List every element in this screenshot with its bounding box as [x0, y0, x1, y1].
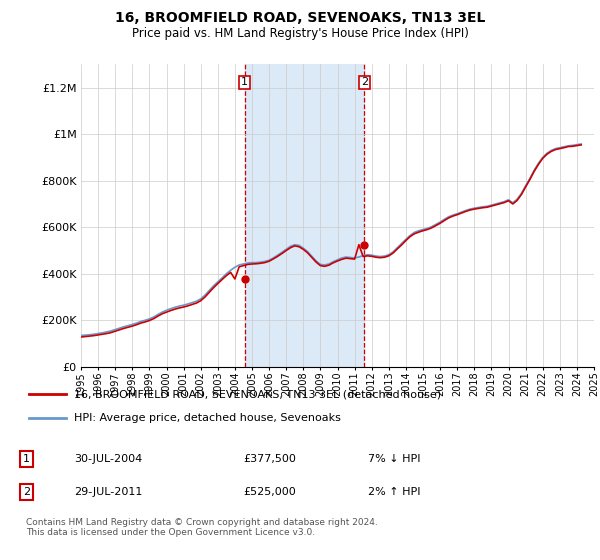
Text: 1: 1 — [241, 77, 248, 87]
Text: HPI: Average price, detached house, Sevenoaks: HPI: Average price, detached house, Seve… — [74, 413, 341, 423]
Text: 30-JUL-2004: 30-JUL-2004 — [74, 454, 143, 464]
Text: £525,000: £525,000 — [244, 487, 296, 497]
Text: 1: 1 — [23, 454, 30, 464]
Text: 2: 2 — [23, 487, 30, 497]
Text: 2: 2 — [361, 77, 368, 87]
Text: Price paid vs. HM Land Registry's House Price Index (HPI): Price paid vs. HM Land Registry's House … — [131, 27, 469, 40]
Text: 16, BROOMFIELD ROAD, SEVENOAKS, TN13 3EL: 16, BROOMFIELD ROAD, SEVENOAKS, TN13 3EL — [115, 11, 485, 25]
Text: 16, BROOMFIELD ROAD, SEVENOAKS, TN13 3EL (detached house): 16, BROOMFIELD ROAD, SEVENOAKS, TN13 3EL… — [74, 389, 442, 399]
Text: Contains HM Land Registry data © Crown copyright and database right 2024.
This d: Contains HM Land Registry data © Crown c… — [26, 518, 378, 537]
Bar — [245, 64, 364, 367]
Text: 2% ↑ HPI: 2% ↑ HPI — [368, 487, 420, 497]
Text: 29-JUL-2011: 29-JUL-2011 — [74, 487, 143, 497]
Text: £377,500: £377,500 — [244, 454, 296, 464]
Text: 7% ↓ HPI: 7% ↓ HPI — [368, 454, 420, 464]
